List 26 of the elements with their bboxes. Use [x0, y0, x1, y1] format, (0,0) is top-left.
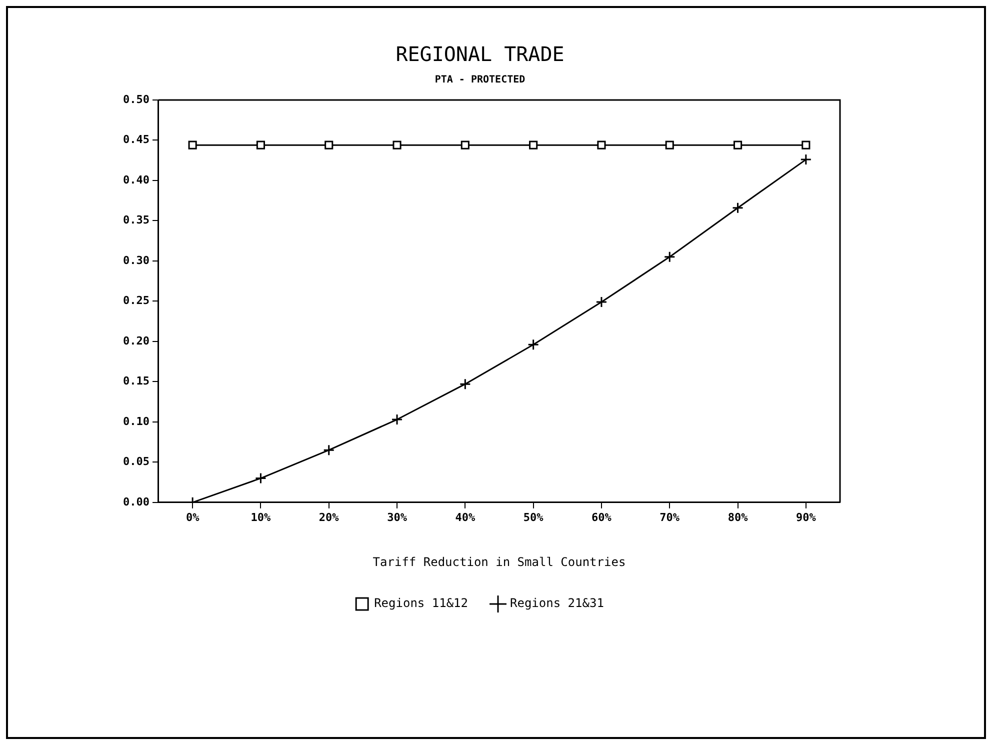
- y-tick-label: 0.45: [122, 133, 150, 146]
- y-tick-label: 0.25: [122, 294, 150, 308]
- chart-title: REGIONAL TRADE: [396, 42, 564, 66]
- y-tick-label: 0.40: [122, 173, 150, 186]
- x-tick-label: 30%: [387, 510, 408, 524]
- x-tick-label: 10%: [250, 510, 272, 524]
- chart-subtitle: PTA - PROTECTED: [434, 74, 526, 86]
- y-tick-label: 0.05: [122, 455, 150, 468]
- y-tick-label: 0.35: [122, 214, 150, 227]
- y-tick-label: 0.20: [122, 334, 150, 348]
- legend-label: Regions 11&12: [374, 596, 468, 610]
- y-tick-label: 0.30: [122, 254, 150, 267]
- x-tick-label: 90%: [796, 510, 816, 524]
- y-tick-label: 0.00: [122, 495, 150, 508]
- x-tick-label: 60%: [592, 510, 612, 524]
- x-axis-title: Tariff Reduction in Small Countries: [372, 554, 626, 569]
- x-tick-label: 40%: [455, 510, 476, 524]
- y-tick-label: 0.15: [122, 374, 150, 388]
- y-tick-label: 0.10: [122, 414, 150, 428]
- y-tick-label: 0.50: [122, 92, 150, 106]
- x-tick-label: 20%: [318, 510, 340, 524]
- x-tick-label: 80%: [728, 510, 748, 524]
- legend-label: Regions 21&31: [510, 596, 604, 610]
- x-tick-label: 0%: [186, 510, 200, 524]
- x-tick-label: 70%: [660, 510, 680, 524]
- x-tick-label: 50%: [523, 510, 544, 524]
